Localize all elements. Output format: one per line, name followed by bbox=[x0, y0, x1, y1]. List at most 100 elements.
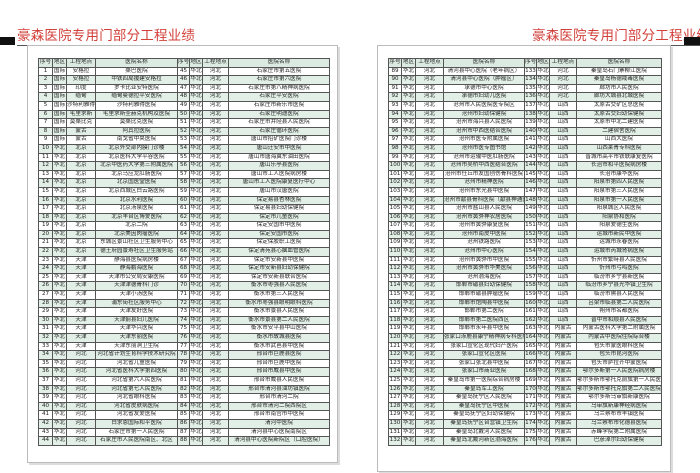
row-number-cell: 148 bbox=[524, 195, 537, 206]
location-cell: 山西 bbox=[549, 109, 577, 120]
row-number-cell: 46 bbox=[177, 75, 190, 85]
row-number-cell: 105 bbox=[388, 204, 402, 214]
location-cell: 河北 bbox=[549, 83, 577, 94]
hospital-name-cell: 保定市儿童医院 bbox=[228, 212, 330, 223]
region-cell: 华北 bbox=[536, 161, 550, 171]
location-cell: 天津 bbox=[66, 307, 96, 317]
location-cell: 山西 bbox=[549, 169, 577, 180]
location-cell: 天津 bbox=[66, 324, 96, 334]
hospital-name-cell: 晋城市高平市铁联康复医院 bbox=[576, 152, 662, 163]
hospital-name-cell: 北京美因肉瘤医院 bbox=[95, 229, 178, 240]
location-cell: 安格拉 bbox=[66, 75, 96, 85]
hospital-name-cell: 邢台市清河县油坊镇医院 bbox=[228, 384, 330, 395]
hospital-name-cell: 衡水市景县人民医院 bbox=[228, 307, 330, 317]
region-cell: 华北 bbox=[401, 333, 416, 343]
hospital-name-cell: 唐山市汉唐医院 bbox=[228, 186, 330, 197]
row-number-cell: 44 bbox=[38, 436, 53, 446]
region-cell: 华北 bbox=[401, 195, 416, 206]
row-number-cell: 147 bbox=[524, 186, 537, 197]
location-cell: 河北 bbox=[202, 401, 229, 412]
table-row: 97 华北 河北 沧州市医专附属医院 141 华北 山西 山西大医院 bbox=[388, 135, 662, 145]
location-cell: 北京 bbox=[66, 178, 96, 188]
region-cell: 华北 bbox=[536, 178, 550, 188]
row-number-cell: 58 bbox=[177, 178, 190, 188]
table-row: 128 华北 河北 秦皇岛抚宁区中医院 172 华北 内蒙古 乌审旗新康神经病医院 bbox=[388, 401, 662, 412]
hospital-name-cell: 衡水市故城县医院 bbox=[228, 333, 330, 343]
region-cell: 华北 bbox=[401, 350, 416, 360]
row-number-cell: 171 bbox=[524, 393, 537, 403]
location-cell: 山西 bbox=[549, 281, 577, 292]
row-number-cell: 165 bbox=[524, 341, 537, 352]
location-cell: 缅甸 bbox=[66, 92, 96, 102]
region-cell: 华北 bbox=[536, 358, 550, 369]
location-cell: 山西 bbox=[549, 238, 577, 249]
hospital-name-cell: 保定市安新县中医院 bbox=[228, 255, 330, 266]
hospital-name-cell: 石家庄市新乐市医院 bbox=[228, 100, 330, 111]
region-cell: 华北 bbox=[52, 229, 67, 240]
row-number-cell: 23 bbox=[38, 255, 53, 266]
region-cell: 华北 bbox=[52, 324, 67, 334]
table-row: 38 华北 河北 河北省第七人民医院 82 华北 河北 邢台市清河县油坊镇医院 bbox=[38, 384, 330, 395]
table-row: 109 华北 河北 沧州铁路医院 153 华北 山西 运城市永春医院 bbox=[388, 238, 662, 249]
region-cell: 国际 bbox=[52, 92, 67, 102]
table-row: 8 国际 蒙古 阿其拉医院 52 华北 河北 石家庄循环医院 bbox=[38, 126, 330, 137]
row-number-cell: 10 bbox=[38, 143, 53, 154]
hospital-name-cell: 静海鹏海医院 bbox=[95, 264, 178, 274]
location-cell: 河北 bbox=[202, 427, 229, 438]
row-number-cell: 141 bbox=[524, 135, 537, 145]
table-row: 35 华北 河北 河北省儿童医院 79 华北 河北 邢台市巨鹿中医院 bbox=[38, 358, 330, 369]
location-cell: 河北 bbox=[202, 195, 229, 206]
hospital-name-cell: 石家庄明迪医院 bbox=[228, 109, 330, 120]
hospital-name-cell: 唐山迁安市中医院 bbox=[228, 143, 330, 154]
table-row: 127 华北 河北 秦皇岛抚宁区人民医院 171 华北 内蒙古 鄂尔多斯乌审旗新康医院 bbox=[388, 393, 662, 403]
region-cell: 华北 bbox=[52, 221, 67, 231]
location-cell: 河北 bbox=[202, 315, 229, 326]
hospital-name-cell: 石家庄市第八精神病医院 bbox=[228, 83, 330, 94]
location-cell: 莫桑比克 bbox=[66, 118, 96, 128]
table-row: 118 华北 河北 邯郸市第二医院西区 162 华北 山西 晋中市和顺县人民医院 bbox=[388, 315, 662, 326]
row-number-cell: 93 bbox=[388, 100, 402, 111]
hospital-name-cell: 运城市新民中医院 bbox=[576, 229, 662, 240]
region-cell: 华北 bbox=[189, 100, 203, 111]
row-number-cell: 106 bbox=[388, 212, 402, 223]
region-cell: 华北 bbox=[189, 272, 203, 283]
region-cell: 华北 bbox=[189, 152, 203, 163]
region-cell: 华北 bbox=[401, 212, 416, 223]
hospital-name-cell: 邢台市南宫市中医院 bbox=[228, 410, 330, 420]
row-number-cell: 75 bbox=[177, 324, 190, 334]
row-number-cell: 21 bbox=[38, 238, 53, 249]
region-cell: 华北 bbox=[536, 281, 550, 292]
region-cell: 华北 bbox=[52, 247, 67, 257]
row-number-cell: 150 bbox=[524, 212, 537, 223]
row-number-cell: 130 bbox=[388, 418, 402, 429]
table-row: 9 国际 蒙古 南戈省中央医院 53 华北 河北 唐山市招矿医院门诊楼 bbox=[38, 135, 330, 145]
table-row: 122 华北 河北 张家口宣化区医院 166 华北 内蒙古 包头市昆河医院 bbox=[388, 350, 662, 360]
location-cell: 蒙古 bbox=[66, 126, 96, 137]
location-cell: 河北 bbox=[66, 367, 96, 377]
location-cell: 河北 bbox=[415, 169, 444, 180]
hospital-name-cell: 石家庄市井陉县人民医院 bbox=[228, 118, 330, 128]
region-cell: 华北 bbox=[189, 341, 203, 352]
hospital-name-cell: 北京中医药大学第三附属医院 bbox=[95, 161, 178, 171]
row-number-cell: 125 bbox=[388, 375, 402, 386]
region-cell: 华北 bbox=[189, 221, 203, 231]
location-cell: 河北 bbox=[202, 169, 229, 180]
row-number-cell: 161 bbox=[524, 307, 537, 317]
row-number-cell: 38 bbox=[38, 384, 53, 395]
hospital-name-cell: 廊坊市人民医院 bbox=[576, 83, 662, 94]
location-cell: 内蒙古 bbox=[549, 324, 577, 334]
region-cell: 华北 bbox=[52, 315, 67, 326]
table-row: 33 华北 天津 天津东丽洞卫生院 77 华北 河北 衡水市武邑县中医院 bbox=[38, 341, 330, 352]
row-number-cell: 59 bbox=[177, 186, 190, 197]
hospital-name-cell: 邢台市威县人民医院 bbox=[228, 375, 330, 386]
region-cell: 华北 bbox=[401, 186, 416, 197]
location-cell: 天津 bbox=[66, 255, 96, 266]
page-title-right: 豪森医院专用门部分工程业绩 bbox=[532, 28, 700, 46]
hospital-name-cell: 沧州渤海医院 bbox=[443, 272, 525, 283]
table-row: 23 华北 天津 静海县医院病房楼 67 华北 河北 保定市安新县中医院 bbox=[38, 255, 330, 266]
table-row: 101 华北 河北 沧州市任丘市友国创伤骨科医院 145 华北 山西 长治市康华医院 bbox=[388, 169, 662, 180]
table-row: 15 华北 北京 北京西城区白云路医院 59 华北 河北 唐山市汉唐医院 bbox=[38, 186, 330, 197]
region-cell: 华北 bbox=[189, 418, 203, 429]
region-cell: 华北 bbox=[52, 298, 67, 309]
region-cell: 华北 bbox=[401, 83, 416, 94]
